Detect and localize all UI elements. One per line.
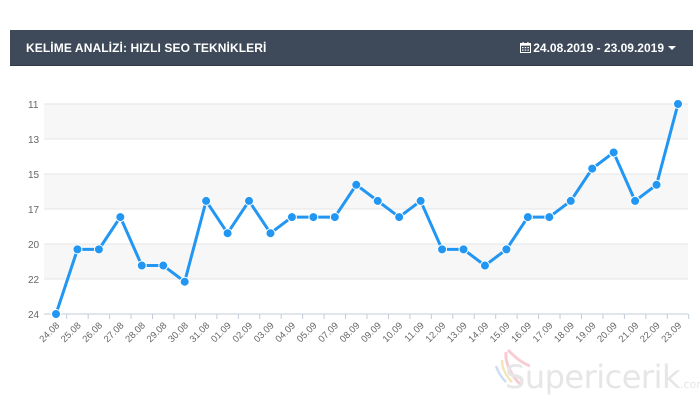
chart-header: KELİME ANALİZİ: HIZLI SEO TEKNİKLERİ 24.… bbox=[10, 30, 693, 66]
svg-text:22: 22 bbox=[28, 275, 40, 286]
calendar-icon bbox=[520, 42, 532, 53]
svg-text:08.09: 08.09 bbox=[338, 320, 363, 345]
svg-text:27.08: 27.08 bbox=[102, 320, 127, 345]
svg-text:25.08: 25.08 bbox=[59, 320, 84, 345]
svg-text:20: 20 bbox=[28, 240, 40, 251]
svg-text:01.09: 01.09 bbox=[209, 320, 234, 345]
rank-line-chart: 11 13 15 17 20 22 24 24.08 25.08 26.08 27.08 28.08 2… bbox=[0, 66, 700, 400]
date-range-label: 24.08.2019 - 23.09.2019 bbox=[533, 40, 664, 55]
watermark-suffix: .com bbox=[680, 378, 700, 391]
svg-text:18.09: 18.09 bbox=[552, 320, 577, 345]
svg-text:15: 15 bbox=[28, 170, 40, 181]
caret-down-icon bbox=[668, 45, 676, 50]
svg-text:12.09: 12.09 bbox=[424, 320, 449, 345]
chart-canvas: 1113151720222424.0825.0826.0827.0828.082… bbox=[28, 99, 690, 345]
svg-text:11.09: 11.09 bbox=[403, 320, 427, 344]
svg-text:23.09: 23.09 bbox=[660, 320, 685, 345]
svg-text:13.09: 13.09 bbox=[445, 320, 470, 345]
svg-text:30.08: 30.08 bbox=[166, 320, 191, 345]
svg-text:07.09: 07.09 bbox=[316, 320, 341, 345]
svg-text:11: 11 bbox=[28, 100, 39, 111]
svg-text:19.09: 19.09 bbox=[574, 320, 599, 345]
svg-text:24: 24 bbox=[28, 310, 40, 321]
svg-text:16.09: 16.09 bbox=[509, 320, 534, 345]
watermark-logo-icon bbox=[494, 348, 530, 386]
svg-text:21.09: 21.09 bbox=[617, 320, 642, 345]
svg-text:03.09: 03.09 bbox=[252, 320, 277, 345]
svg-text:31.08: 31.08 bbox=[188, 320, 213, 345]
svg-text:26.08: 26.08 bbox=[80, 320, 105, 345]
svg-text:28.08: 28.08 bbox=[123, 320, 148, 345]
svg-text:13: 13 bbox=[28, 135, 40, 146]
chart-title: KELİME ANALİZİ: HIZLI SEO TEKNİKLERİ bbox=[26, 40, 267, 55]
svg-text:15.09: 15.09 bbox=[488, 320, 513, 345]
svg-text:20.09: 20.09 bbox=[595, 320, 620, 345]
svg-text:22.09: 22.09 bbox=[638, 320, 663, 345]
svg-text:10.09: 10.09 bbox=[381, 320, 406, 345]
svg-text:29.08: 29.08 bbox=[145, 320, 170, 345]
date-range-picker[interactable]: 24.08.2019 - 23.09.2019 bbox=[520, 41, 679, 55]
svg-text:05.09: 05.09 bbox=[295, 320, 320, 345]
svg-text:17.09: 17.09 bbox=[531, 320, 556, 345]
watermark: Supericerik.com bbox=[505, 358, 700, 396]
svg-text:17: 17 bbox=[28, 205, 40, 216]
svg-text:24.08: 24.08 bbox=[38, 320, 63, 345]
svg-text:09.09: 09.09 bbox=[359, 320, 384, 345]
svg-text:02.09: 02.09 bbox=[231, 320, 256, 345]
svg-text:04.09: 04.09 bbox=[273, 320, 298, 345]
svg-text:14.09: 14.09 bbox=[466, 320, 491, 345]
watermark-text: Supericerik bbox=[505, 358, 681, 396]
